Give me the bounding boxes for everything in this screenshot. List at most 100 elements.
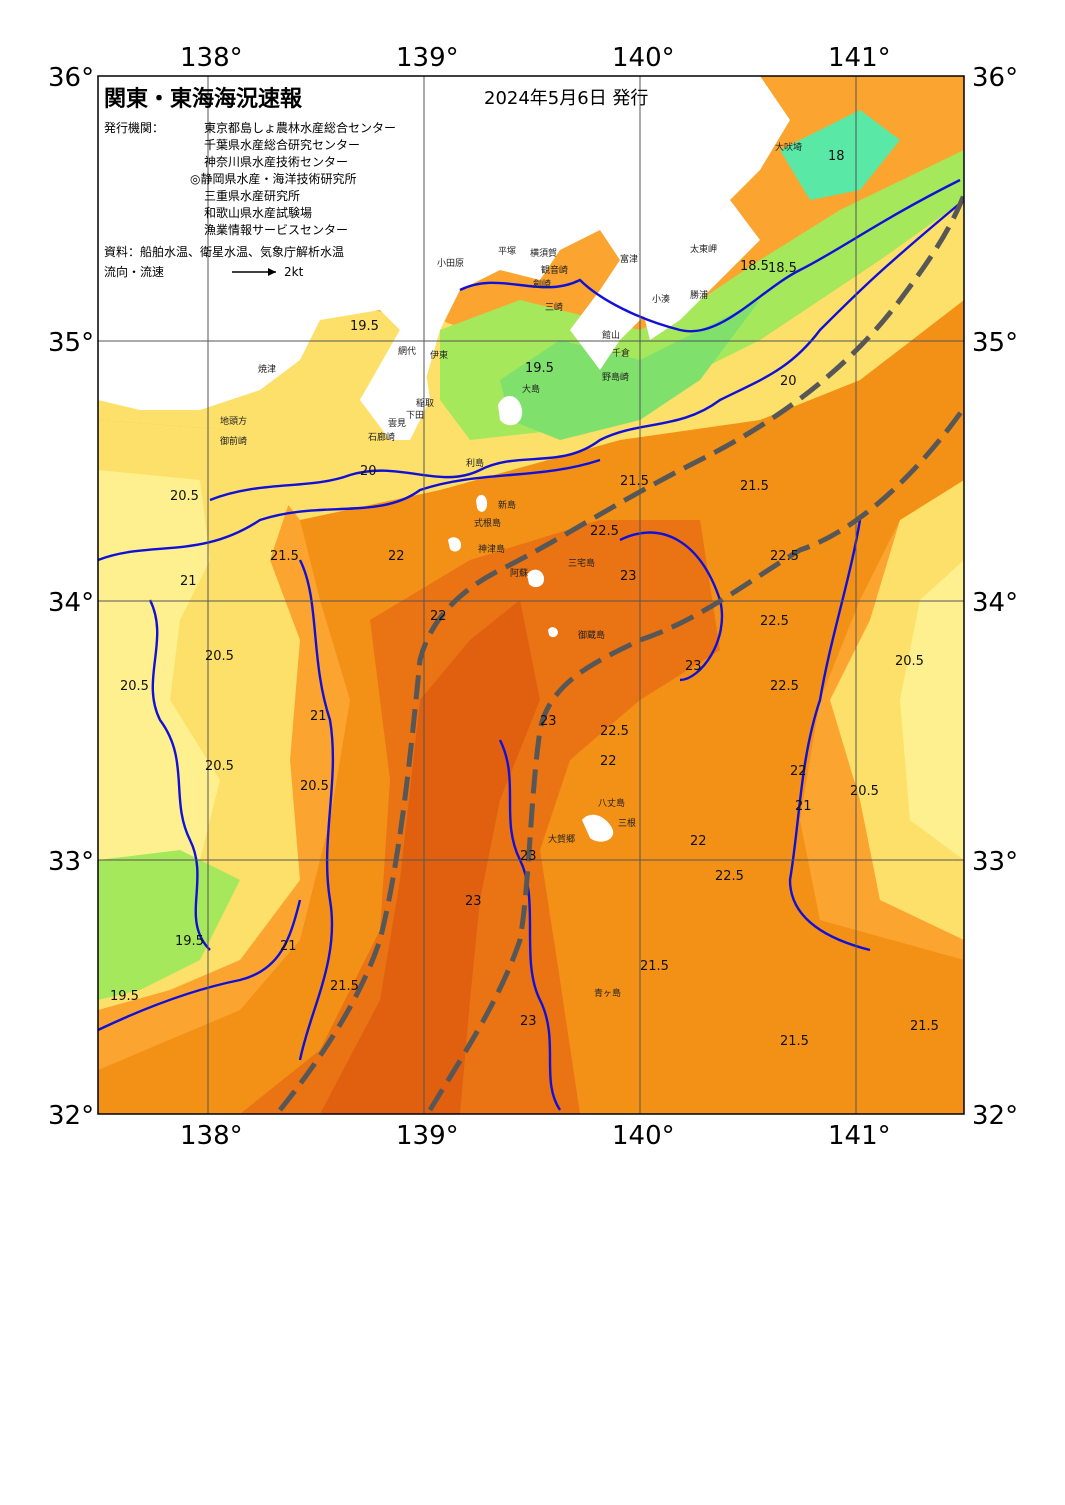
isotherm-label: 20.5 <box>170 489 199 504</box>
flow-legend-arrowhead <box>268 268 276 276</box>
place-name-label: 小湊 <box>652 293 670 305</box>
place-name-label: 館山 <box>602 329 620 341</box>
place-name-label: 石廊崎 <box>368 431 395 443</box>
isotherm-label: 18.5 <box>740 259 769 274</box>
lon-label-top-138: 138° <box>180 43 243 73</box>
isotherm-label: 22.5 <box>770 549 799 564</box>
isotherm-label: 22.5 <box>770 679 799 694</box>
isotherm-label: 23 <box>465 894 482 909</box>
cooler-water-west <box>98 470 220 950</box>
isotherm-label: 22.5 <box>760 614 789 629</box>
coastal-green-dark <box>500 300 760 440</box>
lat-label-right-32: 32° <box>972 1101 1018 1131</box>
isotherm-19-5-north <box>459 178 961 333</box>
isotherm-label: 20.5 <box>300 779 329 794</box>
place-name-label: 青ヶ島 <box>594 987 621 999</box>
place-name-label: 三崎 <box>545 301 563 313</box>
isotherm-21-west <box>148 599 211 951</box>
isotherm-label: 22 <box>790 764 807 779</box>
place-name-label: 雲見 <box>388 418 406 429</box>
isotherm-label: 23 <box>540 714 557 729</box>
isotherm-label: 21.5 <box>620 474 649 489</box>
lat-label-left-34: 34° <box>48 588 94 618</box>
map-svg: 138° 139° 140° 141° 138° 139° 140° 141° … <box>48 43 1018 1151</box>
place-name-label: 地頭方 <box>220 415 247 427</box>
isotherm-label: 21.5 <box>780 1034 809 1049</box>
isotherm-label: 22 <box>690 834 707 849</box>
issuer-1: 東京都島しょ農林水産総合センター <box>204 120 396 135</box>
issuer-2: 千葉県水産総合研究センター <box>204 137 360 152</box>
map-title: 関東・東海海況速報 <box>104 86 303 112</box>
lat-label-left-35: 35° <box>48 328 94 358</box>
place-name-label: 八丈島 <box>598 797 625 809</box>
isotherm-label: 21 <box>310 709 327 724</box>
lon-label-top-139: 139° <box>396 43 459 73</box>
isotherm-lines <box>98 178 964 1111</box>
lat-label-right-34: 34° <box>972 588 1018 618</box>
lon-label-top-140: 140° <box>612 43 675 73</box>
isotherm-label: 19.5 <box>110 989 139 1004</box>
place-name-label: 富津 <box>620 253 638 265</box>
isotherm-19-5 <box>98 899 302 1032</box>
isotherm-label: 22.5 <box>600 724 629 739</box>
place-name-label: 千倉 <box>612 347 630 359</box>
isotherm-label: 21 <box>280 939 297 954</box>
place-name-label: 三宅島 <box>568 557 595 569</box>
isotherm-label: 23 <box>620 569 637 584</box>
lat-label-left-36: 36° <box>48 63 94 93</box>
lon-label-bottom-141: 141° <box>828 1121 891 1151</box>
place-name-label: 大吠埼 <box>775 141 802 153</box>
place-name-label: 大賀郷 <box>548 833 575 845</box>
land-mikurajima <box>548 627 558 638</box>
place-name-label: 伊東 <box>430 349 448 361</box>
isotherm-label: 20.5 <box>850 784 879 799</box>
isotherm-label: 19.5 <box>175 934 204 949</box>
isotherm-label: 22 <box>388 549 405 564</box>
place-name-label: 焼津 <box>258 364 276 375</box>
isotherm-labels: 19.5 19.5 19.5 19.5 20 20 20.5 20.5 20.5 20.5 20.5… <box>110 149 939 1049</box>
isotherm-label: 21 <box>180 574 197 589</box>
lat-label-left-33: 33° <box>48 847 94 877</box>
land-izu-peninsula <box>360 330 430 440</box>
flow-legend-label: 流向・流速 <box>104 264 164 279</box>
isotherm-22-east <box>788 519 871 952</box>
lat-label-right-33: 33° <box>972 847 1018 877</box>
current-axis-north <box>278 194 964 1112</box>
place-name-label: 式根島 <box>474 517 501 529</box>
kuroshio-current-lines <box>278 194 964 1112</box>
place-name-label: 稲取 <box>416 397 434 409</box>
place-name-label: 神津島 <box>478 543 505 555</box>
graticule <box>98 76 964 1114</box>
lat-label-right-36: 36° <box>972 63 1018 93</box>
land-hachijojima <box>582 814 614 842</box>
isotherm-label: 20 <box>360 464 377 479</box>
isotherm-label: 23 <box>520 849 537 864</box>
land-miyakejima <box>527 569 545 588</box>
isotherm-label: 20 <box>780 374 797 389</box>
current-axis-south <box>427 406 964 1112</box>
land-oshima <box>498 395 523 426</box>
green-water-sw <box>98 850 240 1000</box>
land-kozushima <box>448 537 462 552</box>
isotherm-label: 18.5 <box>768 261 797 276</box>
lon-label-bottom-138: 138° <box>180 1121 243 1151</box>
isotherm-23-core <box>498 739 561 1111</box>
data-source: 資料：船舶水温、衛星水温、気象庁解析水温 <box>104 244 344 259</box>
isotherm-label: 21.5 <box>330 979 359 994</box>
place-name-label: 御蔵島 <box>578 629 605 641</box>
land-niijima <box>476 494 488 512</box>
place-name-label: 野島崎 <box>602 371 629 383</box>
isotherm-label: 22.5 <box>590 524 619 539</box>
place-name-label: 横須賀 <box>530 247 557 259</box>
isotherm-label: 21.5 <box>270 549 299 564</box>
isotherm-label: 23 <box>520 1014 537 1029</box>
isotherm-label: 23 <box>685 659 702 674</box>
place-name-label: 網代 <box>398 345 416 357</box>
issuer-7: 漁業情報サービスセンター <box>204 223 348 237</box>
place-name-label: 下田 <box>406 410 424 421</box>
place-name-label: 観音崎 <box>541 264 568 276</box>
lat-label-right-35: 35° <box>972 328 1018 358</box>
place-name-label: 利島 <box>466 457 484 469</box>
isotherm-label: 19.5 <box>350 319 379 334</box>
